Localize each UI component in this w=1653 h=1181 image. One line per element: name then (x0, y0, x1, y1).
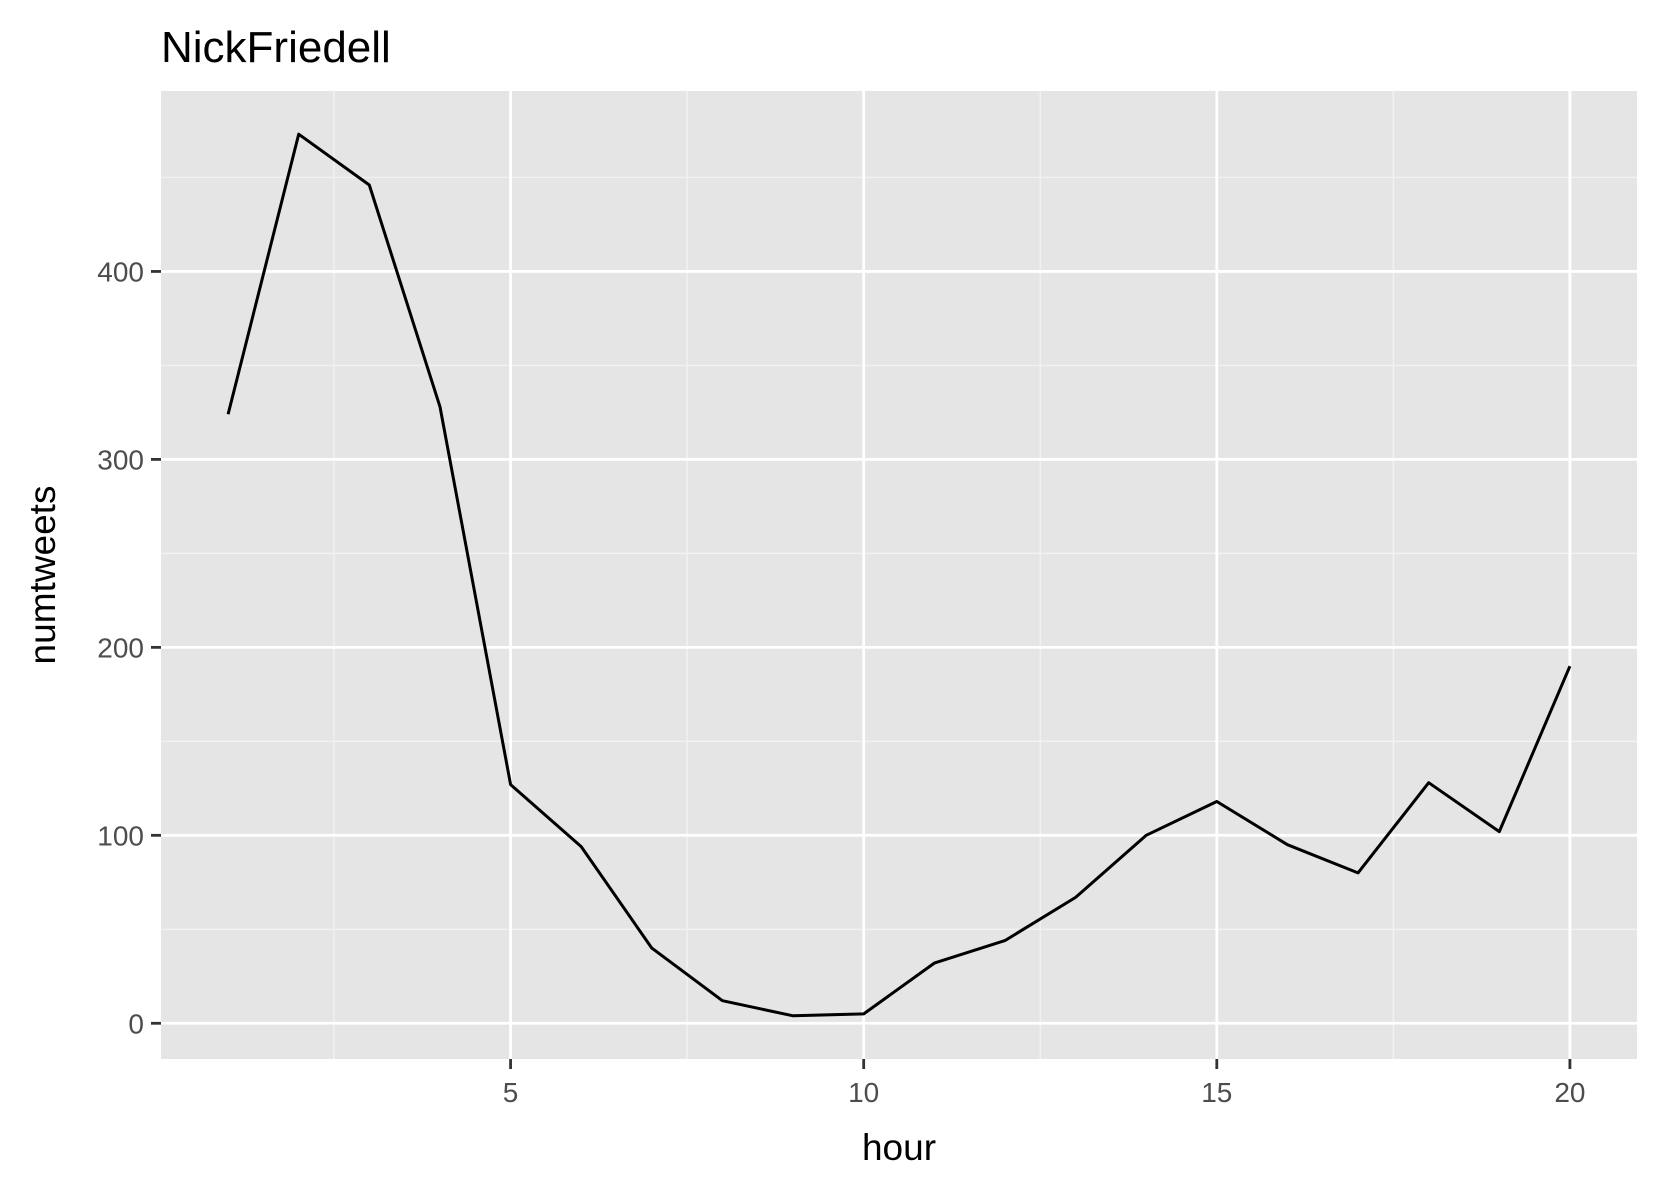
y-axis: 0 100 200 300 400 (97, 256, 161, 1039)
y-tick-label: 100 (97, 820, 144, 851)
chart-title: NickFriedell (161, 23, 391, 72)
series-line (226, 132, 1572, 1018)
series-layer (226, 132, 1572, 1018)
x-tick-label: 10 (848, 1077, 879, 1108)
x-tick-label: 5 (503, 1077, 519, 1108)
panel-background (161, 91, 1637, 1059)
y-tick-label: 200 (97, 632, 144, 663)
y-axis-title: numtweets (22, 486, 63, 665)
y-tick-label: 0 (128, 1008, 144, 1039)
x-axis-title: hour (862, 1127, 936, 1168)
y-tick-label: 400 (97, 256, 144, 287)
x-tick-label: 15 (1201, 1077, 1232, 1108)
major-gridlines (161, 91, 1637, 1059)
y-tick-label: 300 (97, 444, 144, 475)
x-tick-label: 20 (1554, 1077, 1585, 1108)
x-axis: 5 10 15 20 (503, 1059, 1585, 1108)
minor-gridlines (161, 91, 1637, 1059)
